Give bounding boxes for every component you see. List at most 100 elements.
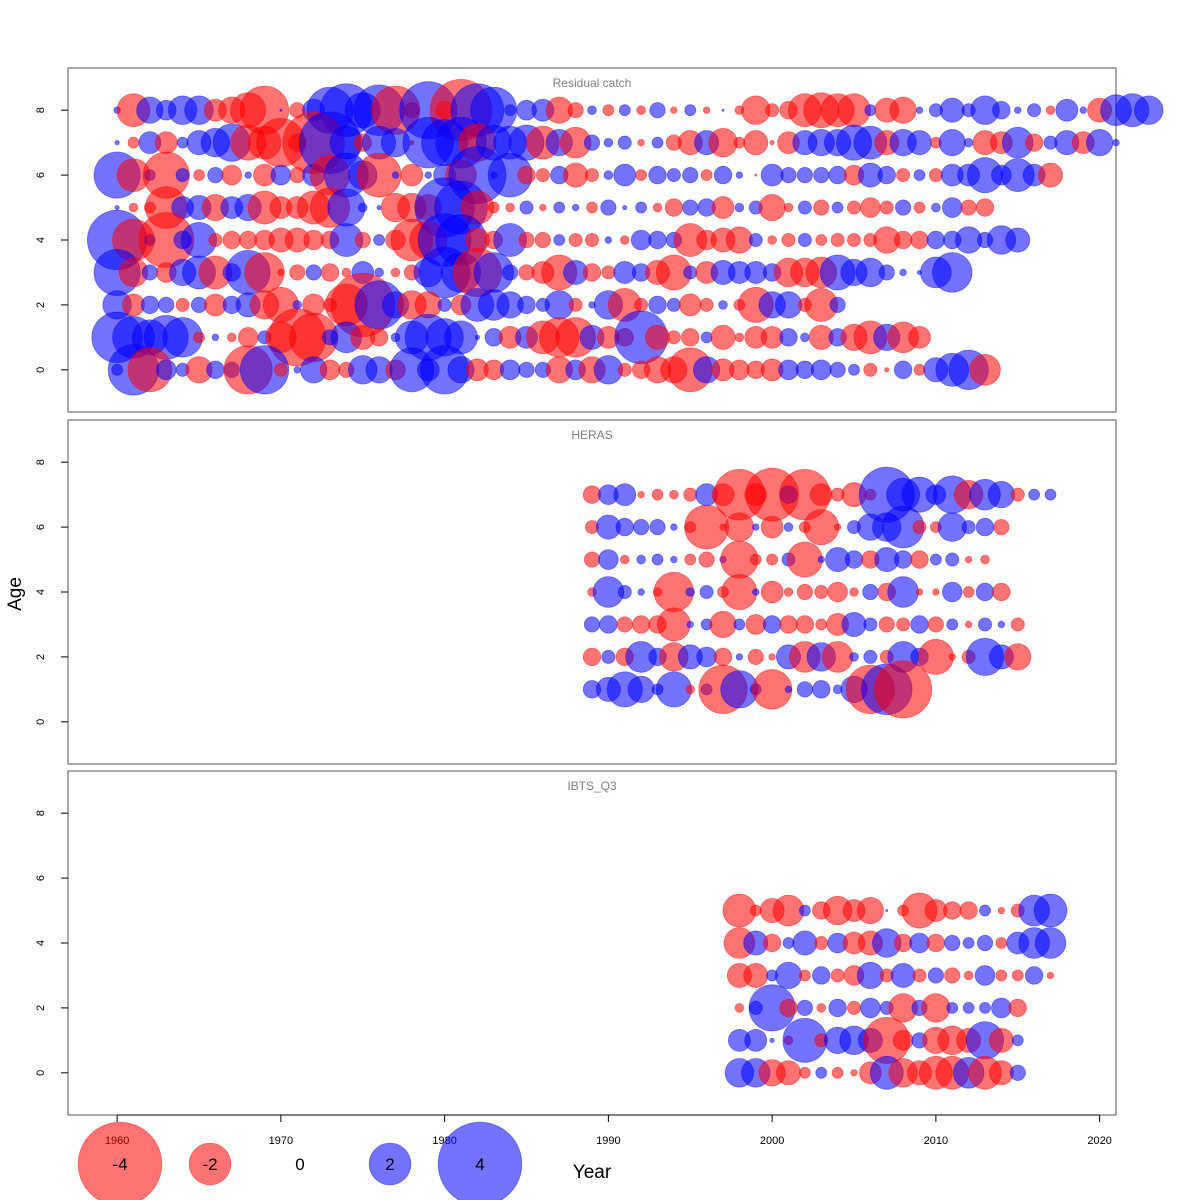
residual-bubble bbox=[666, 168, 681, 183]
residual-bubble bbox=[907, 130, 933, 156]
residual-bubble bbox=[913, 363, 926, 376]
residual-bubble bbox=[800, 332, 810, 343]
residual-bubble bbox=[831, 201, 844, 214]
residual-bubble bbox=[849, 652, 859, 662]
residual-bubble bbox=[648, 230, 667, 250]
panel: IBTS_Q3 0 2 4 6 8 bbox=[35, 770, 1117, 1116]
residual-bubble bbox=[774, 961, 803, 990]
residual-bubble bbox=[601, 649, 616, 664]
residual-bubble bbox=[786, 541, 823, 578]
residual-bubble bbox=[798, 904, 811, 917]
residual-bubble bbox=[735, 653, 744, 661]
residual-bubble bbox=[651, 553, 664, 566]
residual-bubble bbox=[709, 610, 737, 639]
residual-bubble bbox=[877, 165, 896, 185]
residual-bubble bbox=[141, 264, 158, 281]
y-tick-label: 2 bbox=[35, 1005, 47, 1011]
residual-bubble bbox=[784, 685, 793, 694]
residual-bubble bbox=[963, 970, 974, 981]
legend-bubble bbox=[437, 1121, 523, 1200]
residual-bubble bbox=[617, 135, 632, 150]
residual-bubble bbox=[860, 997, 881, 1019]
residual-bubble bbox=[645, 324, 671, 350]
residual-bubble bbox=[237, 327, 259, 348]
residual-bubble bbox=[670, 523, 678, 531]
residual-bubble bbox=[781, 232, 796, 247]
residual-bubble bbox=[603, 170, 614, 180]
residual-bubble bbox=[729, 359, 750, 381]
x-tick-label: 2010 bbox=[924, 1135, 948, 1147]
residual-bubble bbox=[827, 581, 848, 603]
residual-bubble bbox=[754, 173, 758, 177]
residual-bubble bbox=[702, 106, 711, 114]
residual-bubble bbox=[519, 200, 534, 215]
residual-bubble bbox=[893, 360, 913, 380]
residual-bubble bbox=[373, 234, 386, 246]
residual-bubble bbox=[862, 583, 879, 601]
residual-bubble bbox=[535, 168, 550, 183]
residual-bubble bbox=[713, 647, 733, 667]
residual-bubble bbox=[622, 204, 628, 211]
residual-bubble bbox=[604, 236, 613, 244]
panel-title: IBTS_Q3 bbox=[567, 779, 617, 793]
residual-bubble bbox=[979, 904, 991, 917]
residual-bubble bbox=[553, 234, 566, 246]
residual-bubble bbox=[734, 1003, 745, 1013]
residual-bubble bbox=[734, 202, 745, 213]
residual-bubble bbox=[847, 200, 862, 215]
residual-bubble bbox=[568, 232, 583, 247]
residual-bubble bbox=[615, 517, 634, 537]
x-tick-label: 2020 bbox=[1087, 1135, 1111, 1147]
residual-bubble bbox=[721, 574, 758, 611]
residual-bubble bbox=[769, 140, 775, 146]
residual-bubble bbox=[776, 1060, 802, 1086]
residual-bubble bbox=[885, 909, 889, 913]
residual-bubble bbox=[303, 229, 324, 251]
residual-bubble bbox=[774, 291, 803, 319]
residual-bubble bbox=[176, 136, 189, 149]
residual-bubble bbox=[959, 901, 978, 920]
x-tick-label: 1970 bbox=[269, 1135, 293, 1147]
residual-bubble bbox=[946, 618, 959, 631]
residual-bubble bbox=[585, 168, 600, 183]
residual-bubble bbox=[505, 202, 515, 213]
residual-bubble bbox=[863, 649, 878, 664]
residual-bubble bbox=[762, 615, 782, 634]
residual-bubble bbox=[193, 331, 205, 344]
residual-bubble bbox=[698, 551, 715, 568]
bubble-series bbox=[87, 78, 1164, 396]
residual-bubble bbox=[962, 586, 975, 598]
residual-bubble bbox=[988, 1027, 1014, 1053]
residual-bubble bbox=[946, 1002, 959, 1014]
residual-bubble bbox=[778, 359, 799, 381]
residual-bubble bbox=[783, 522, 794, 532]
residual-bubble bbox=[682, 166, 699, 184]
residual-bubble bbox=[685, 587, 696, 597]
residual-bubble bbox=[929, 553, 942, 566]
residual-bubble bbox=[817, 555, 825, 564]
residual-bubble bbox=[926, 933, 946, 953]
residual-bubble bbox=[1079, 106, 1087, 114]
y-tick-label: 0 bbox=[35, 719, 47, 725]
residual-bubble bbox=[733, 618, 746, 631]
residual-bubble bbox=[932, 588, 940, 596]
residual-bubble bbox=[779, 615, 798, 634]
residual-bubble bbox=[635, 169, 648, 181]
residual-bubble bbox=[649, 518, 666, 536]
residual-bubble bbox=[921, 993, 951, 1023]
residual-bubble bbox=[812, 966, 831, 985]
residual-bubble bbox=[208, 232, 223, 247]
residual-bubble bbox=[319, 359, 341, 381]
residual-bubble bbox=[810, 359, 832, 381]
legend-item: -2 bbox=[188, 1142, 232, 1186]
residual-bubble bbox=[630, 229, 652, 251]
residual-bubble bbox=[931, 202, 941, 213]
residual-bubble bbox=[813, 166, 830, 184]
residual-bubble bbox=[976, 934, 994, 952]
residual-bubble bbox=[1086, 129, 1114, 157]
residual-bubble bbox=[583, 134, 601, 151]
residual-bubble bbox=[711, 196, 735, 219]
residual-bubble bbox=[651, 136, 664, 149]
residual-bubble bbox=[390, 267, 401, 278]
